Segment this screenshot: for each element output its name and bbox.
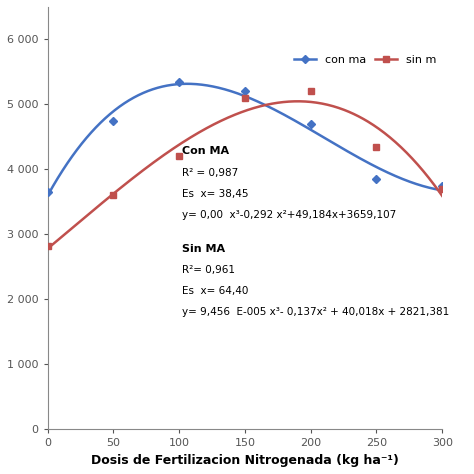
Text: Con MA: Con MA — [182, 146, 229, 156]
Text: y= 9,456  E-005 x³- 0,137x² + 40,018x + 2821,381: y= 9,456 E-005 x³- 0,137x² + 40,018x + 2… — [182, 307, 449, 317]
Legend: con ma, sin m: con ma, sin m — [294, 55, 437, 65]
Text: R²= 0,961: R²= 0,961 — [182, 264, 235, 275]
Text: R² = 0,987: R² = 0,987 — [182, 167, 238, 177]
Text: Es  x= 64,40: Es x= 64,40 — [182, 286, 248, 296]
Text: y= 0,00  x³-0,292 x²+49,184x+3659,107: y= 0,00 x³-0,292 x²+49,184x+3659,107 — [182, 210, 396, 220]
Text: Es  x= 38,45: Es x= 38,45 — [182, 189, 248, 199]
X-axis label: Dosis de Fertilizacion Nitrogenada (kg ha⁻¹): Dosis de Fertilizacion Nitrogenada (kg h… — [91, 454, 399, 467]
Text: Sin MA: Sin MA — [182, 244, 225, 254]
